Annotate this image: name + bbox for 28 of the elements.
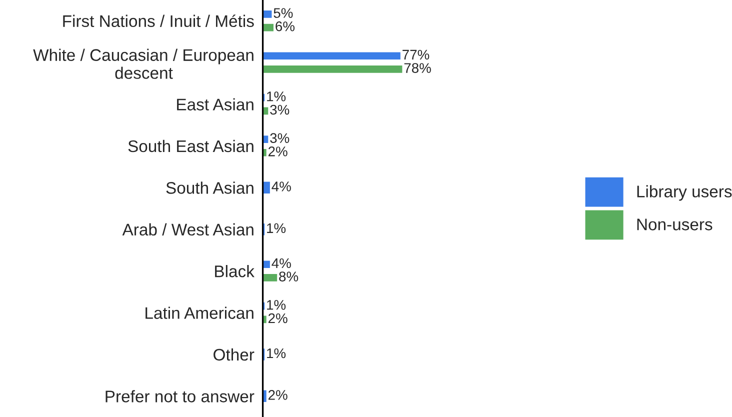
y-tick-label: East Asian [177, 98, 254, 110]
y-tick-label: Prefer not to answer [106, 390, 254, 402]
data-label: 8% [279, 272, 298, 282]
y-tick-label: Black [215, 265, 254, 278]
data-label: 5% [274, 8, 293, 18]
y-tick-label: First Nations / Inuit / Métis [63, 14, 254, 28]
data-label: 1% [267, 348, 286, 358]
y-tick-label: South East Asian [128, 140, 254, 152]
data-label: 3% [270, 104, 290, 115]
data-label: 77% [402, 50, 430, 60]
data-label: 3% [270, 133, 290, 144]
data-label: 2% [268, 313, 288, 324]
data-label: 2% [268, 146, 288, 156]
data-label: 4% [272, 258, 291, 268]
data-label: 1% [267, 223, 286, 234]
y-tick-label: White / Caucasian / European descent [33, 48, 254, 79]
data-label: 78% [404, 63, 431, 73]
data-label: 1% [267, 300, 286, 310]
y-tick-label: Latin American [146, 306, 254, 319]
y-tick-label: Other [214, 348, 254, 361]
data-label: 4% [272, 182, 291, 192]
y-tick-label: Arab / West Asian [122, 223, 254, 236]
data-label: 1% [267, 92, 286, 102]
legend-label: Non-users [637, 218, 712, 230]
data-label: 2% [268, 390, 288, 400]
y-tick-label: South Asian [166, 182, 254, 194]
data-label: 6% [276, 21, 295, 32]
legend-label: Library users [637, 185, 732, 201]
